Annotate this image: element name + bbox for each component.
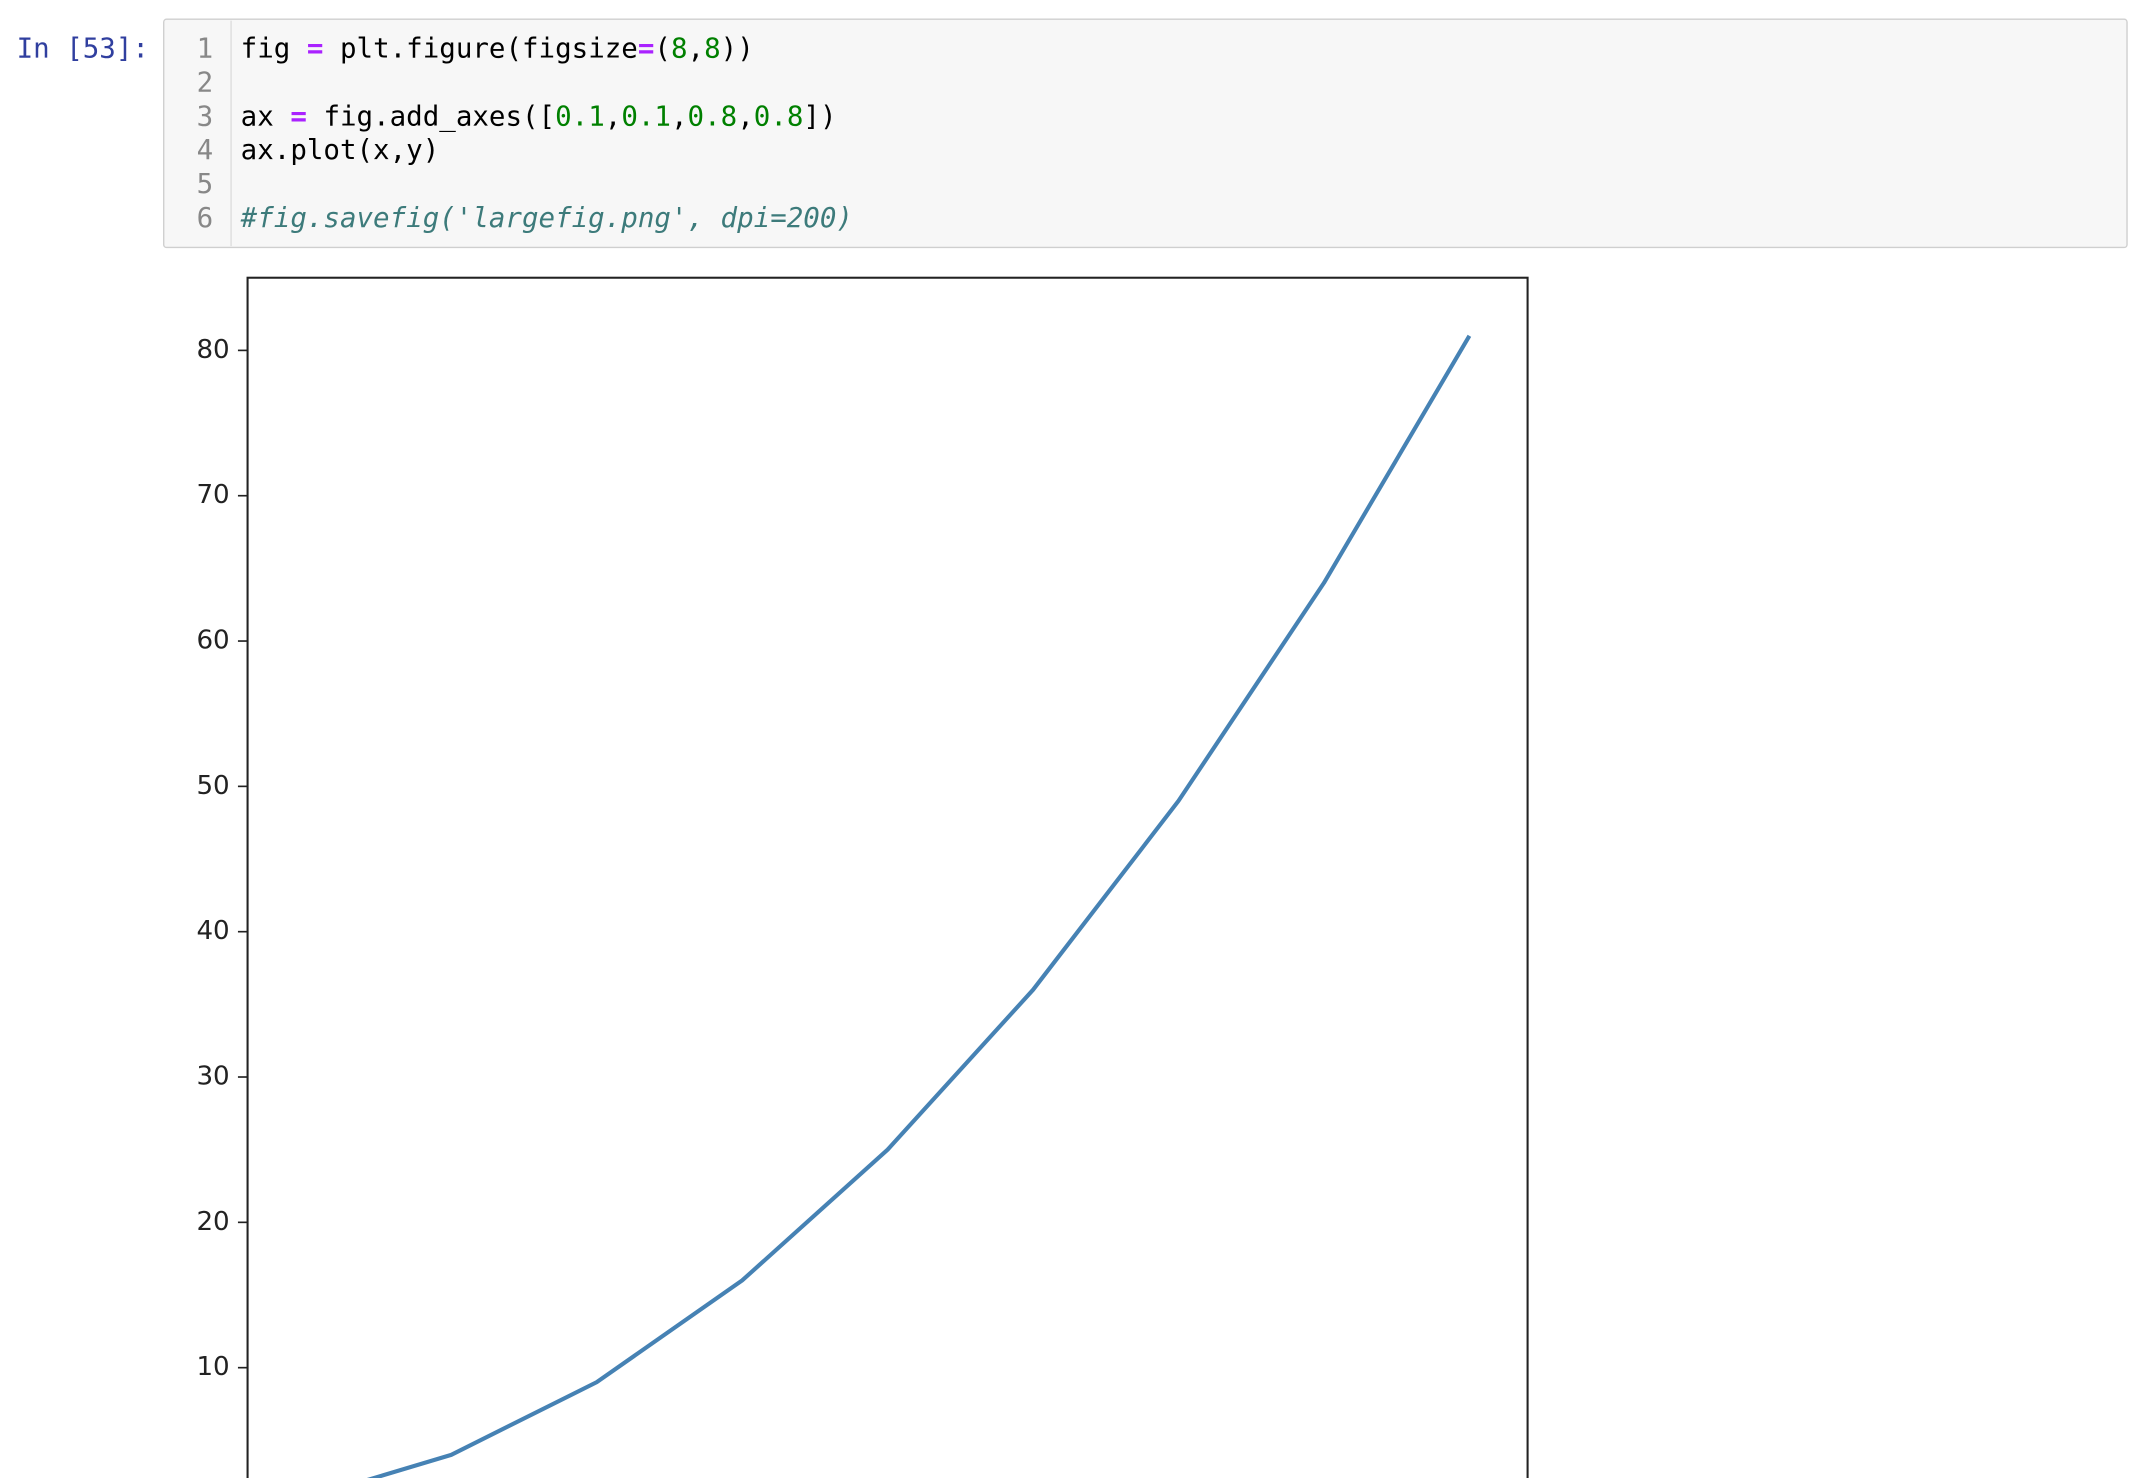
code-line: ax.plot(x,y) — [241, 134, 440, 166]
y-tick-label: 50 — [196, 771, 229, 801]
code-line: ax = fig.add_axes([0.1,0.1,0.8,0.8]) — [241, 100, 837, 133]
code-token: fig.add_axes([ — [307, 100, 555, 133]
line-number: 3 — [197, 100, 214, 132]
code-token: ( — [654, 33, 671, 65]
code-token: 8 — [704, 33, 721, 65]
code-token: 0.1 — [621, 100, 671, 132]
code-token: 0.8 — [688, 100, 738, 132]
code-cell[interactable] — [163, 18, 2128, 249]
code-token: , — [671, 100, 688, 132]
code-line: fig = plt.figure(figsize=(8,8)) — [241, 33, 754, 65]
data-line — [366, 334, 1472, 1478]
chart: 10 20 30 40 50 60 70 80 — [196, 334, 1472, 1478]
cell-prompt: In [53]: — [17, 33, 149, 65]
code-token: plt.figure(figsize — [323, 33, 637, 65]
line-number: 1 — [197, 33, 214, 65]
code-token: ax — [241, 100, 291, 132]
y-tick-label: 20 — [196, 1207, 229, 1237]
code-lines: 1 fig = plt.figure(figsize=(8,8))23 ax = f… — [197, 33, 853, 234]
code-line: #fig.savefig('largefig.png', dpi=200) — [240, 202, 853, 234]
line-number: 5 — [197, 168, 214, 200]
code-token: , — [737, 100, 754, 132]
code-token: , — [688, 33, 705, 65]
y-tick-label: 10 — [196, 1352, 229, 1382]
y-tick-label: 40 — [196, 916, 229, 946]
axes-frame — [246, 276, 1529, 1478]
code-token: = — [290, 100, 307, 132]
line-number: 2 — [197, 67, 214, 99]
code-token: = — [307, 33, 324, 65]
y-tick-label: 70 — [196, 480, 229, 510]
code-token: ax.plot(x,y) — [241, 134, 440, 166]
code-token: 0.8 — [754, 100, 804, 132]
line-number: 6 — [197, 202, 214, 234]
line-number: 4 — [197, 134, 214, 166]
code-token: ]) — [803, 100, 836, 132]
code-token: 0.1 — [555, 100, 605, 132]
code-token: , — [605, 100, 622, 132]
code-token: = — [638, 33, 655, 65]
y-tick-label: 30 — [196, 1062, 229, 1092]
code-token: fig — [241, 33, 307, 65]
code-token: 8 — [671, 33, 688, 65]
code-token: )) — [721, 33, 754, 65]
y-tick-label: 80 — [196, 335, 229, 365]
code-token: #fig.savefig('largefig.png', dpi=200) — [240, 202, 853, 234]
y-tick-label: 60 — [196, 626, 229, 656]
